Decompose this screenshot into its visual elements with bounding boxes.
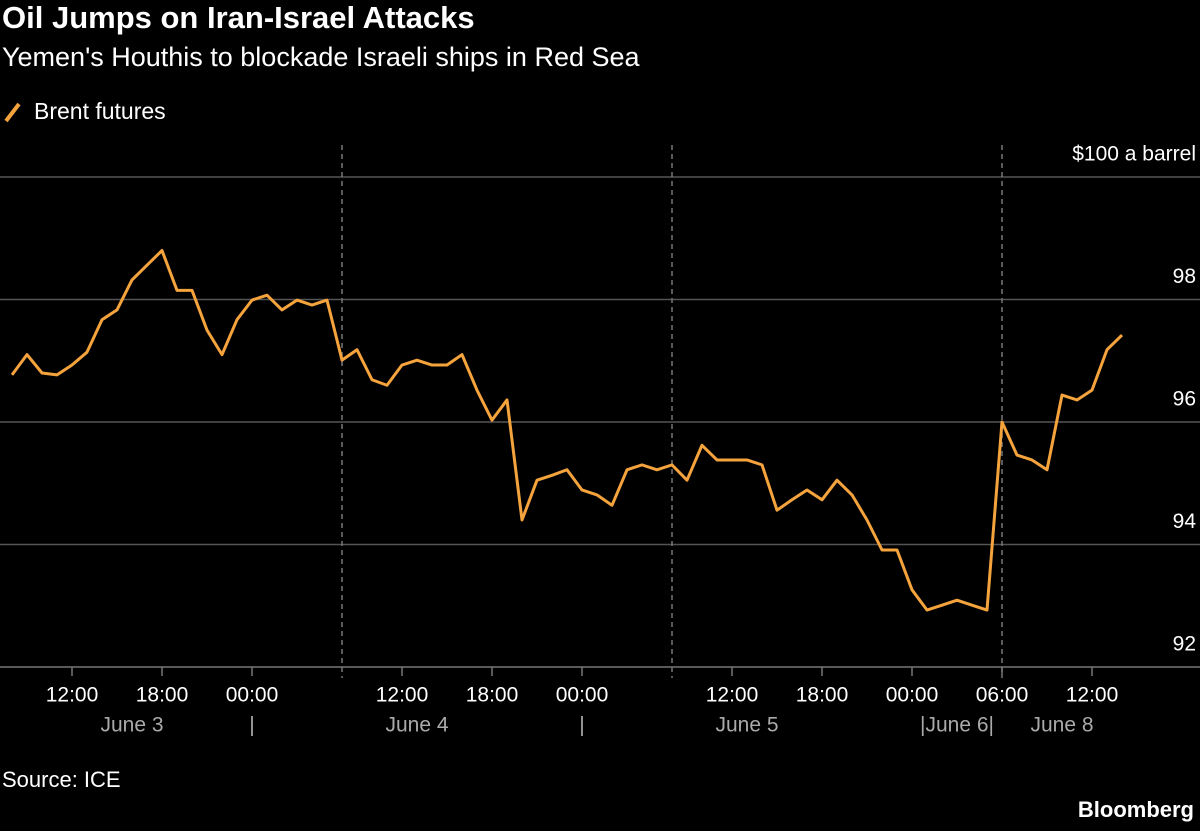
x-tick-label: 12:00 xyxy=(376,684,429,707)
date-label: | xyxy=(249,714,254,737)
x-tick-label: 18:00 xyxy=(466,684,519,707)
chart-title: Oil Jumps on Iran-Israel Attacks xyxy=(2,0,475,35)
x-tick-label: 18:00 xyxy=(136,684,189,707)
x-tick-label: 00:00 xyxy=(886,684,939,707)
date-label: June 5 xyxy=(715,714,778,737)
x-tick-label: 00:00 xyxy=(556,684,609,707)
x-tick-label: 12:00 xyxy=(1066,684,1119,707)
x-tick-label: 00:00 xyxy=(226,684,279,707)
date-label: June 3 xyxy=(100,714,163,737)
y-tick-label: 92 xyxy=(1173,633,1196,656)
price-line xyxy=(10,249,1124,612)
legend-label: Brent futures xyxy=(34,98,166,124)
date-label: | xyxy=(579,714,584,737)
y-tick-label: 96 xyxy=(1173,388,1196,411)
date-label: June 4 xyxy=(385,714,448,737)
legend-swatch xyxy=(4,102,21,123)
y-tick-label: $100 a barrel xyxy=(1072,143,1196,166)
source: Source: ICE xyxy=(2,767,121,792)
chart-subtitle: Yemen's Houthis to blockade Israeli ship… xyxy=(2,42,641,72)
x-tick-label: 12:00 xyxy=(46,684,99,707)
date-label: June 8 xyxy=(1030,714,1093,737)
y-tick-label: 98 xyxy=(1173,265,1196,288)
date-label: |June 6| xyxy=(920,714,994,737)
credit: Bloomberg xyxy=(1078,797,1194,822)
y-tick-label: 94 xyxy=(1173,510,1197,533)
x-tick-label: 06:00 xyxy=(976,684,1029,707)
x-tick-label: 18:00 xyxy=(796,684,849,707)
x-tick-label: 12:00 xyxy=(706,684,759,707)
